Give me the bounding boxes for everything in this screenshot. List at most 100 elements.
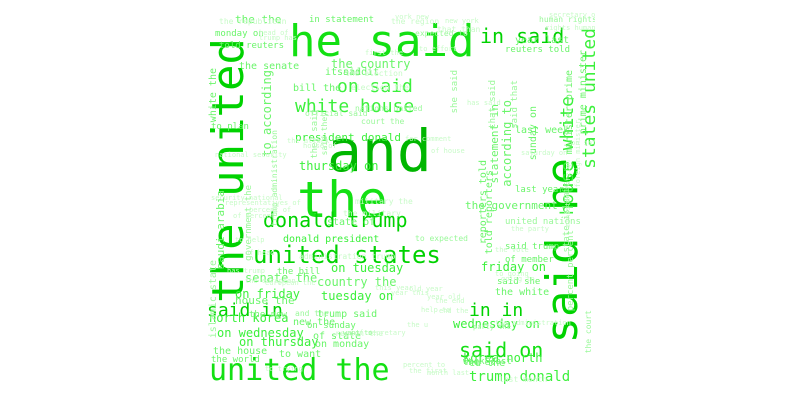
cloud-word: york new <box>395 13 429 21</box>
cloud-word: said it <box>337 67 380 78</box>
cloud-word: last year <box>515 185 564 195</box>
cloud-word: first the <box>365 49 403 57</box>
cloud-word: the u <box>407 321 429 329</box>
cloud-word: united the <box>209 353 390 388</box>
cloud-word: region the <box>335 329 384 338</box>
cloud-word: year old <box>427 293 461 301</box>
cloud-word: she said <box>450 70 460 114</box>
word-cloud: and the he said the united said he united the… <box>205 10 595 390</box>
cloud-word: national security <box>215 151 287 159</box>
cloud-word: of secretary <box>355 329 406 337</box>
cloud-word: the party <box>511 225 549 233</box>
cloud-word: to going <box>495 270 529 278</box>
cloud-word: new the <box>293 317 336 328</box>
cloud-word: this year <box>375 284 413 292</box>
cloud-word: donald president <box>283 234 380 245</box>
cloud-word: last week <box>515 125 570 136</box>
cloud-word: friday on <box>481 260 547 274</box>
cloud-word: saturday on <box>521 149 568 157</box>
cloud-word: nations united <box>355 104 423 113</box>
cloud-word: on friday <box>235 287 301 301</box>
cloud-word: the senate <box>239 61 300 72</box>
cloud-word: said on <box>459 338 544 362</box>
cloud-word: trump has <box>259 34 297 42</box>
cloud-word: of percent <box>233 212 276 220</box>
cloud-word: the government <box>465 199 558 212</box>
cloud-word: security national <box>211 194 283 202</box>
cloud-word: the the <box>235 13 282 26</box>
cloud-word: eu the <box>469 358 506 369</box>
cloud-word: in said <box>480 24 565 48</box>
cloud-word: on thursday <box>239 335 319 349</box>
cloud-word: wednesday on <box>453 317 540 331</box>
cloud-word: united nations <box>505 217 581 227</box>
cloud-word: on monday <box>315 339 370 350</box>
cloud-word: to help <box>235 236 265 244</box>
cloud-word: donald trump <box>263 208 408 232</box>
cloud-word: rights human <box>545 24 595 32</box>
cloud-word: the first <box>409 367 447 375</box>
cloud-word: want to <box>343 329 373 337</box>
cloud-word: minister foreign <box>564 160 572 228</box>
cloud-word: that than <box>437 25 481 34</box>
cloud-word: president donald <box>295 131 401 144</box>
cloud-word: the election <box>345 69 403 78</box>
cloud-word: said in <box>207 300 283 321</box>
cloud-word: to trying <box>265 365 303 373</box>
cloud-word: in in <box>469 300 524 321</box>
cloud-word: military the <box>355 197 413 206</box>
cloud-word: senate the <box>245 271 318 285</box>
cloud-word: percent to <box>403 361 446 369</box>
cloud-word: the eu <box>463 358 496 368</box>
cloud-word: trump donald <box>469 369 571 385</box>
cloud-word: party the <box>473 323 511 331</box>
cloud-word: of member <box>505 255 554 265</box>
cloud-word: on said <box>337 76 413 97</box>
cloud-word: to effort <box>419 45 457 53</box>
cloud-word: monday on <box>215 29 264 39</box>
cloud-word: and <box>327 117 432 185</box>
cloud-word: korea north <box>463 351 543 365</box>
cloud-word: foreign minister <box>574 120 582 188</box>
cloud-word: the european <box>245 277 296 285</box>
cloud-word: in statement <box>309 15 375 25</box>
cloud-word: to expected <box>415 234 468 243</box>
cloud-word: has said <box>467 99 501 107</box>
cloud-word: the court <box>584 310 593 354</box>
cloud-word: representatives of <box>225 199 301 207</box>
cloud-word: help to <box>421 306 451 314</box>
cloud-word: united states <box>253 241 441 269</box>
cloud-word: he said <box>289 16 475 67</box>
cloud-word: said she <box>497 277 541 287</box>
cloud-word: administration trump <box>299 252 396 261</box>
cloud-word: percent of <box>249 206 292 214</box>
cloud-word: house of <box>303 142 337 150</box>
cloud-word: white house <box>295 96 415 117</box>
cloud-word: court the <box>361 117 405 126</box>
cloud-word: said trump <box>505 242 560 252</box>
cloud-word: country the <box>317 275 397 289</box>
cloud-word: the republican <box>219 17 287 26</box>
cloud-word: human rights <box>539 15 595 24</box>
cloud-word: election the <box>351 83 409 92</box>
cloud-word: islamic state <box>208 260 219 339</box>
cloud-word: year this <box>391 289 429 297</box>
cloud-word: bill the <box>293 83 342 94</box>
cloud-word: head of <box>259 29 289 37</box>
cloud-word: for comment <box>405 135 452 143</box>
cloud-word: expected to <box>415 29 468 38</box>
cloud-word: the bill <box>277 267 321 277</box>
cloud-word: said that <box>510 80 520 129</box>
cloud-word: white the <box>208 68 219 123</box>
cloud-word: tuesday on <box>321 289 394 303</box>
cloud-word: the administration <box>495 319 571 327</box>
cloud-word: the vote <box>495 246 529 254</box>
cloud-word: the country <box>331 57 411 71</box>
cloud-word: of house <box>431 147 465 155</box>
cloud-word: trump said <box>317 309 378 320</box>
cloud-word: year last <box>515 35 570 46</box>
cloud-word: house the <box>235 294 295 307</box>
cloud-word: the region <box>391 17 440 26</box>
cloud-word: percent percent <box>566 230 576 312</box>
cloud-word: the <box>297 171 388 229</box>
